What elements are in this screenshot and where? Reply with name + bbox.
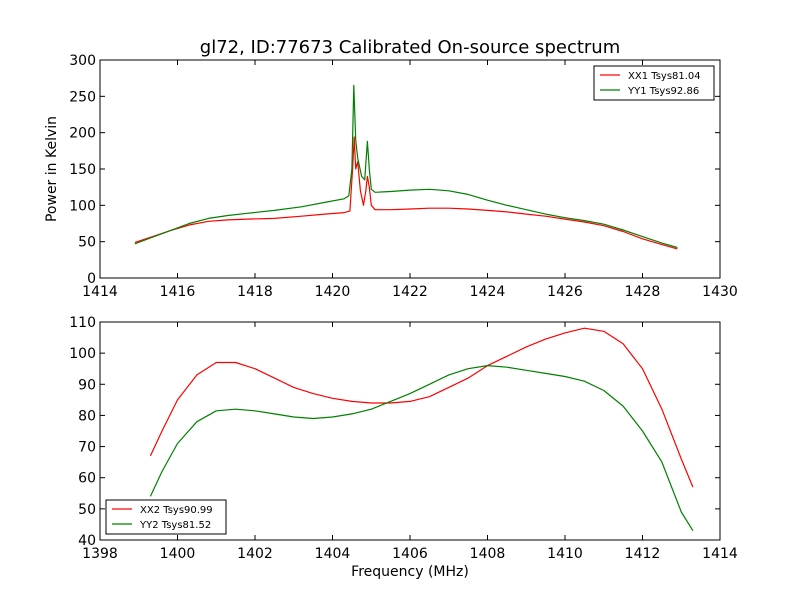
top-plot-frame <box>99 59 721 279</box>
top-series-lines <box>134 84 678 250</box>
bottom-y-tick-label: 100 <box>69 346 96 362</box>
top-spectrum-plot: 1414 1416 1418 1420 1422 1424 1426 1428 1430 0 50 1… <box>44 53 738 300</box>
bottom-series-line-2 <box>149 365 694 532</box>
top-x-tick-label: 1424 <box>470 284 506 300</box>
top-y-tick-label: 300 <box>69 53 96 69</box>
bottom-y-tick-label: 50 <box>78 502 96 518</box>
bottom-x-tick-label: 1402 <box>237 546 273 562</box>
top-x-tick-label: 1422 <box>392 284 428 300</box>
bottom-legend-label: XX2 Tsys90.99 <box>140 505 213 516</box>
top-y-tick-label: 50 <box>78 235 96 251</box>
bottom-y-tick-label: 60 <box>78 471 96 487</box>
top-x-tick-label: 1420 <box>315 284 351 300</box>
top-x-tick-label: 1418 <box>237 284 273 300</box>
top-legend-label: XX1 Tsys81.04 <box>628 71 701 82</box>
bottom-x-axis-label: Frequency (MHz) <box>351 564 469 580</box>
bottom-y-tick-label: 80 <box>78 408 96 424</box>
bottom-spectrum-plot: 1398 1400 1402 1404 1406 1408 1410 1412 1414 40 50… <box>69 315 738 580</box>
bottom-legend: XX2 Tsys90.99 YY2 Tsys81.52 <box>105 499 227 535</box>
bottom-legend-box <box>105 499 227 535</box>
top-x-tick-label: 1430 <box>702 284 738 300</box>
top-x-tick-label: 1428 <box>625 284 661 300</box>
top-y-tick-label: 100 <box>69 198 96 214</box>
bottom-series-line-1 <box>149 327 694 488</box>
figure-title: gl72, ID:77673 Calibrated On-source spec… <box>200 37 620 58</box>
top-x-tick-label: 1426 <box>547 284 583 300</box>
bottom-x-tick-label: 1412 <box>625 546 661 562</box>
bottom-x-tick-label: 1414 <box>702 546 738 562</box>
top-legend: XX1 Tsys81.04 YY1 Tsys92.86 <box>593 65 715 101</box>
bottom-x-tick-label: 1400 <box>160 546 196 562</box>
bottom-legend-label: YY2 Tsys81.52 <box>139 520 211 531</box>
top-y-tick-label: 150 <box>69 162 96 178</box>
bottom-y-tick-label: 90 <box>78 377 96 393</box>
bottom-y-tick-label: 70 <box>78 440 96 456</box>
bottom-x-tick-label: 1406 <box>392 546 428 562</box>
bottom-y-tick-label: 40 <box>78 533 96 549</box>
top-y-axis-label: Power in Kelvin <box>44 116 60 222</box>
bottom-x-tick-label: 1410 <box>547 546 583 562</box>
bottom-ticks: 1398 1400 1402 1404 1406 1408 1410 1412 1414 40 50… <box>69 315 738 562</box>
top-x-tick-label: 1414 <box>82 284 118 300</box>
top-series-line-2 <box>134 84 678 249</box>
top-x-tick-label: 1416 <box>160 284 196 300</box>
top-y-tick-label: 250 <box>69 89 96 105</box>
top-y-tick-label: 200 <box>69 126 96 142</box>
bottom-x-tick-label: 1408 <box>470 546 506 562</box>
top-y-tick-label: 0 <box>87 271 96 287</box>
bottom-x-tick-label: 1398 <box>82 546 118 562</box>
top-ticks: 1414 1416 1418 1420 1422 1424 1426 1428 1430 0 50 1… <box>69 53 738 300</box>
bottom-y-tick-label: 110 <box>69 315 96 331</box>
bottom-series-lines <box>149 327 694 532</box>
bottom-x-tick-label: 1404 <box>315 546 351 562</box>
top-legend-box <box>593 65 715 101</box>
top-series-line-1 <box>134 136 678 250</box>
top-legend-label: YY1 Tsys92.86 <box>627 86 699 97</box>
bottom-plot-frame <box>99 321 721 541</box>
